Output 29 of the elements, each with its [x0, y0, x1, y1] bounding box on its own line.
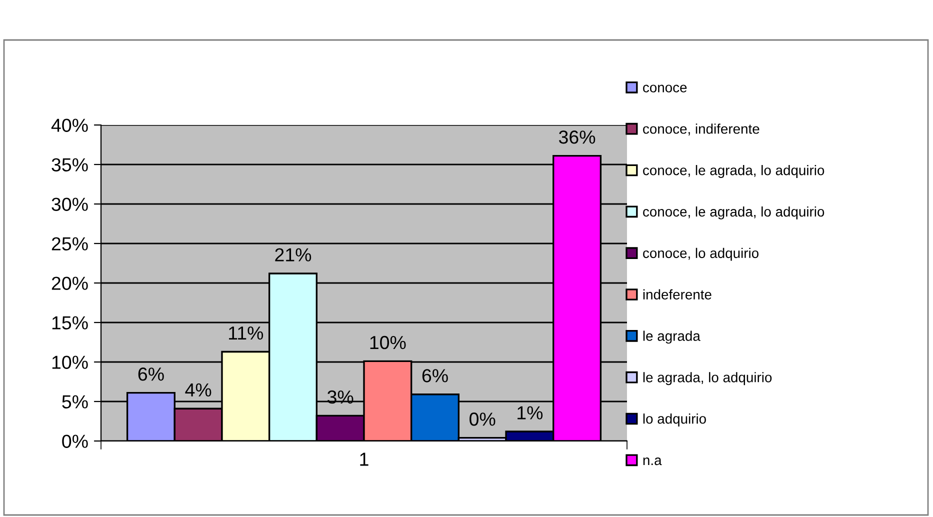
legend-label: lo adquirio	[643, 414, 706, 426]
data-label: 21%	[275, 248, 312, 262]
data-label: 0%	[470, 412, 496, 426]
y-tick-label: 0%	[62, 434, 88, 448]
data-label: 4%	[185, 383, 212, 396]
legend-label: conoce	[643, 84, 687, 92]
legend-label: conoce, le agrada, lo adquirio	[643, 165, 824, 178]
legend-label: conoce, lo adquirio	[643, 248, 758, 261]
data-label: 11%	[229, 326, 264, 340]
legend-label: n.a	[643, 458, 662, 466]
y-tick-label: 20%	[52, 276, 88, 290]
y-tick-label: 5%	[62, 395, 88, 408]
legend-label: le agrada	[643, 330, 700, 344]
legend-label: conoce, le agrada, lo adquirio	[643, 206, 824, 220]
legend-label: le agrada, lo adquirio	[643, 372, 772, 386]
data-label: 1%	[518, 406, 543, 420]
y-tick-label: 25%	[52, 237, 88, 250]
legend-label: conoce, indiferente	[643, 124, 760, 136]
data-label: 10%	[370, 336, 406, 350]
data-label: 6%	[422, 369, 448, 382]
data-label: 36%	[558, 130, 596, 144]
y-tick-label: 40%	[51, 118, 88, 132]
y-tick-label: 10%	[52, 356, 88, 369]
y-tick-label: 35%	[52, 158, 88, 172]
legend-label: indeferente	[643, 289, 712, 300]
y-tick-label: 30%	[52, 198, 88, 211]
data-label: 6%	[138, 367, 164, 381]
x-tick-label: 1	[360, 452, 368, 466]
y-tick-label: 15%	[52, 316, 88, 330]
